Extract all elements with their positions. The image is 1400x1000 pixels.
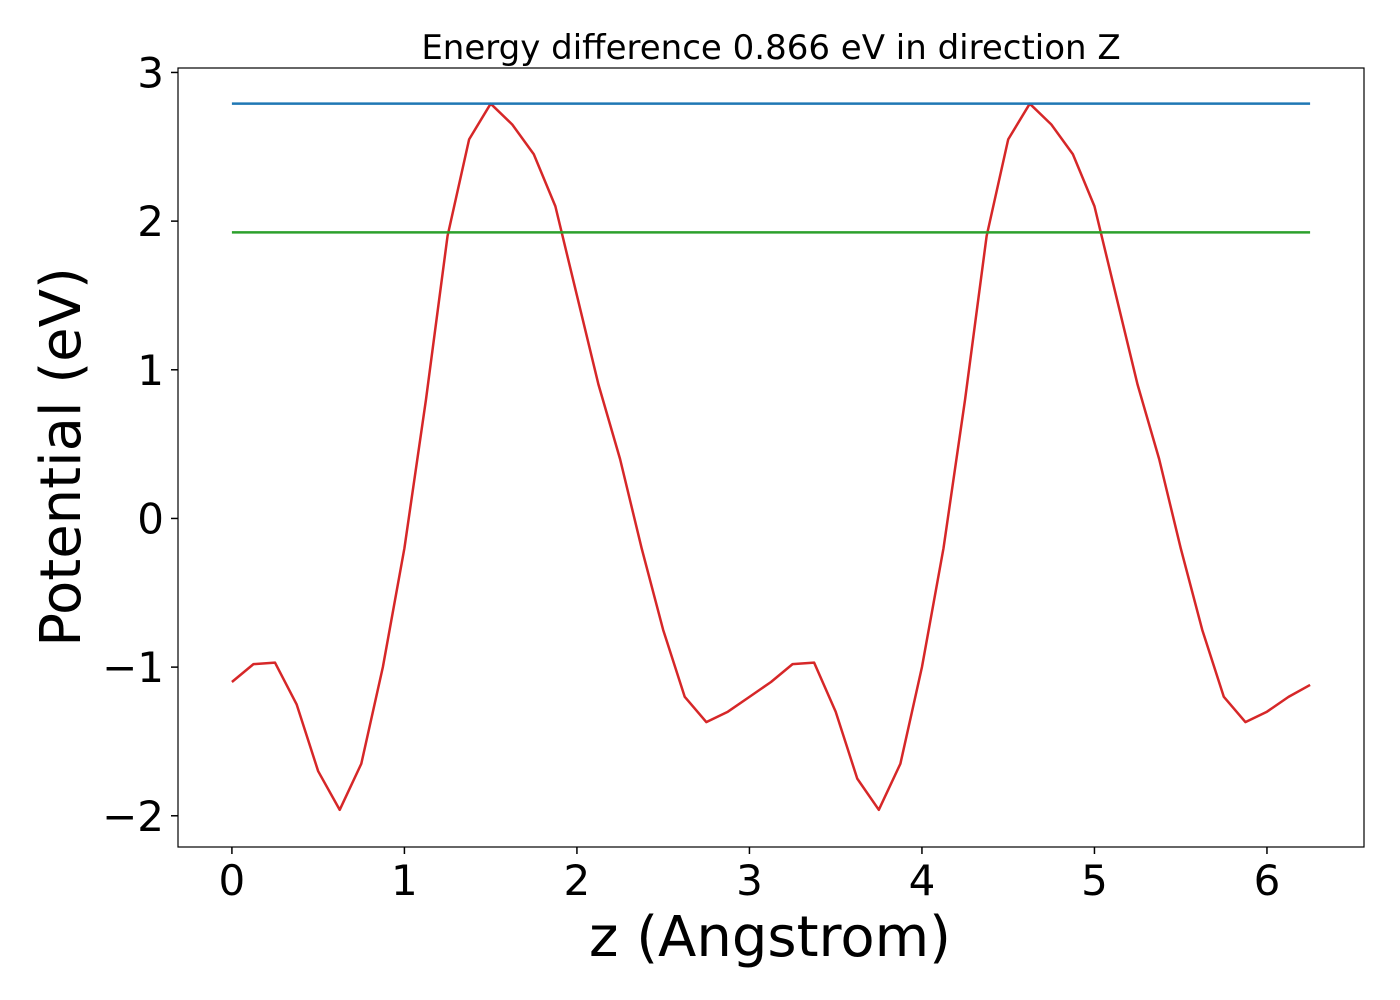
x-tick-label: 5 [1081,856,1108,905]
x-tick-label: 3 [736,856,763,905]
y-tick-label: 0 [137,494,164,543]
plot-frame [177,67,1365,848]
y-tick-label: 3 [137,48,164,97]
x-tick-label: 4 [909,856,936,905]
x-tick-label: 2 [564,856,591,905]
y-tick-label: −1 [102,643,164,692]
y-tick-label: −2 [102,792,164,841]
y-tick-label: 2 [137,197,164,246]
chart-title: Energy difference 0.866 eV in direction … [421,28,1120,68]
line-series [231,102,1311,812]
x-tick-label: 0 [219,856,246,905]
x-axis-label: z (Angstrom) [589,905,951,970]
x-tick-label: 1 [391,856,418,905]
y-tick-label: 1 [137,346,164,395]
y-axis-label: Potential (eV) [29,267,94,647]
x-tick-label: 6 [1254,856,1281,905]
